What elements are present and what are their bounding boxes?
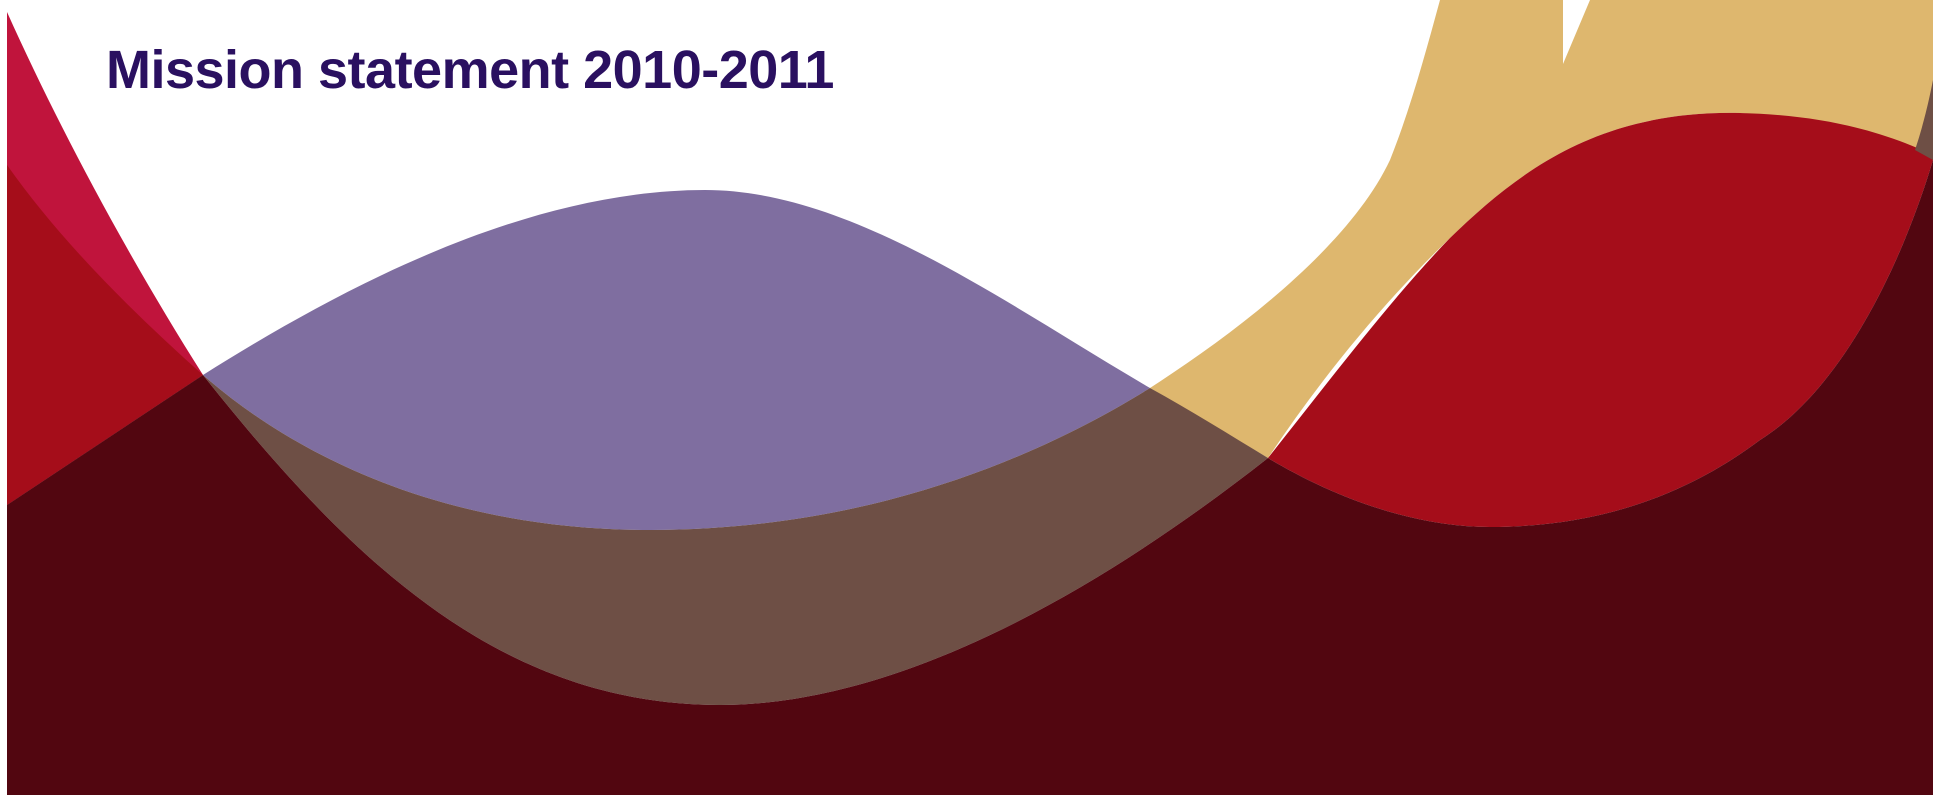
maroon-base: [7, 160, 1933, 795]
page-title: Mission statement 2010-2011: [106, 40, 834, 100]
left-margin: [0, 0, 7, 795]
red-wedge: [7, 165, 203, 505]
gold-ribbon: [1150, 0, 1933, 458]
brown-sliver: [1915, 80, 1933, 160]
red-wave: [1268, 112, 1933, 527]
purple-wave: [203, 190, 1150, 530]
brown-band: [203, 375, 1268, 705]
